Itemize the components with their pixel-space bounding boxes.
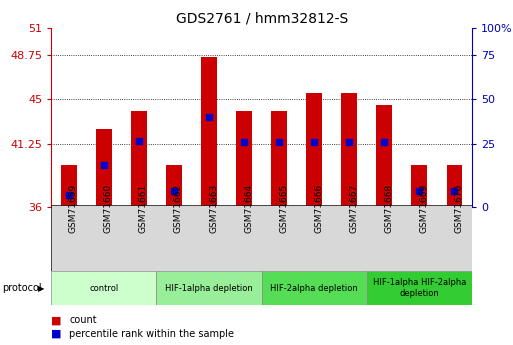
FancyBboxPatch shape	[51, 271, 156, 305]
Bar	[96, 129, 112, 207]
Text: percentile rank within the sample: percentile rank within the sample	[69, 329, 234, 339]
Bar	[61, 165, 77, 207]
Text: GSM71663: GSM71663	[209, 184, 218, 233]
Text: protocol: protocol	[3, 283, 42, 293]
Bar	[271, 111, 287, 207]
Text: ■: ■	[51, 329, 62, 339]
Text: HIF-1alpha HIF-2alpha
depletion: HIF-1alpha HIF-2alpha depletion	[372, 278, 466, 298]
Text: GSM71661: GSM71661	[139, 184, 148, 233]
Text: GSM71664: GSM71664	[244, 184, 253, 233]
Text: GSM71669: GSM71669	[419, 184, 428, 233]
Bar	[377, 105, 392, 207]
Text: control: control	[89, 284, 119, 293]
FancyBboxPatch shape	[51, 205, 472, 271]
Text: count: count	[69, 315, 97, 325]
Bar	[306, 93, 322, 207]
Text: GSM71670: GSM71670	[455, 184, 463, 233]
Text: GSM71659: GSM71659	[69, 184, 78, 233]
Bar	[446, 165, 462, 207]
Bar	[131, 111, 147, 207]
Bar	[236, 111, 252, 207]
Text: HIF-1alpha depletion: HIF-1alpha depletion	[165, 284, 253, 293]
Text: GSM71666: GSM71666	[314, 184, 323, 233]
Text: GSM71662: GSM71662	[174, 184, 183, 233]
Text: ■: ■	[51, 315, 62, 325]
Title: GDS2761 / hmm32812-S: GDS2761 / hmm32812-S	[175, 11, 348, 25]
Bar	[201, 58, 217, 207]
Bar	[166, 165, 182, 207]
Text: GSM71668: GSM71668	[384, 184, 393, 233]
Text: GSM71667: GSM71667	[349, 184, 358, 233]
FancyBboxPatch shape	[156, 271, 262, 305]
Bar	[341, 93, 357, 207]
Bar	[411, 165, 427, 207]
Text: ▶: ▶	[38, 284, 45, 293]
Text: HIF-2alpha depletion: HIF-2alpha depletion	[270, 284, 358, 293]
Text: GSM71665: GSM71665	[279, 184, 288, 233]
FancyBboxPatch shape	[262, 271, 367, 305]
FancyBboxPatch shape	[367, 271, 472, 305]
Text: GSM71660: GSM71660	[104, 184, 113, 233]
